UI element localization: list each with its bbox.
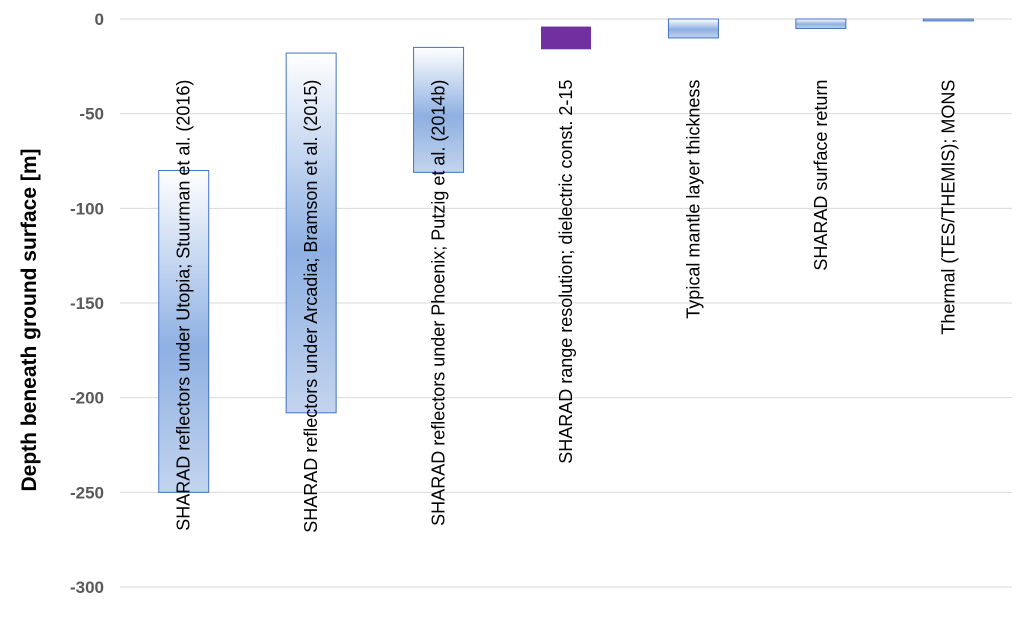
y-tick-label: 0 (95, 10, 104, 29)
bar (795, 18, 847, 29)
category-label: SHARAD reflectors under Arcadia; Bramson… (301, 80, 321, 533)
bar (285, 52, 337, 414)
bar (922, 18, 974, 22)
category-label: SHARAD surface return (811, 80, 831, 271)
bar (158, 169, 210, 493)
category-label: Thermal (TES/THEMIS); MONS (938, 80, 958, 335)
y-tick-label: -300 (70, 578, 104, 597)
y-axis-title: Depth beneath ground surface [m] (18, 148, 41, 491)
category-label: SHARAD range resolution; dielectric cons… (556, 80, 576, 464)
bar-labels: SHARAD reflectors under Utopia; Stuurman… (174, 80, 959, 533)
y-tick-label: -150 (70, 294, 104, 313)
category-label: SHARAD reflectors under Phoenix; Putzig … (429, 80, 449, 526)
bar (413, 46, 465, 173)
category-label: SHARAD reflectors under Utopia; Stuurman… (174, 80, 194, 531)
y-tick-label: -50 (79, 105, 104, 124)
y-tick-label: -250 (70, 483, 104, 502)
category-label: Typical mantle layer thickness (683, 80, 703, 319)
y-tick-label: -100 (70, 199, 104, 218)
bar (667, 18, 719, 39)
y-axis-ticks: 0 -50 -100 -150 -200 -250 -300 (70, 10, 104, 597)
gridlines (120, 18, 1012, 588)
bar (541, 26, 591, 50)
y-tick-label: -200 (70, 389, 104, 408)
bars (158, 18, 974, 493)
